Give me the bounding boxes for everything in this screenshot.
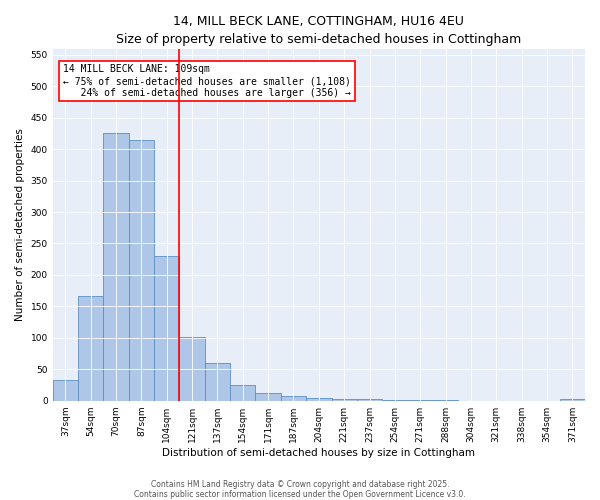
Bar — [281, 396, 306, 400]
Bar — [560, 399, 585, 400]
Title: 14, MILL BECK LANE, COTTINGHAM, HU16 4EU
Size of property relative to semi-detac: 14, MILL BECK LANE, COTTINGHAM, HU16 4EU… — [116, 15, 521, 46]
Text: 14 MILL BECK LANE: 109sqm
← 75% of semi-detached houses are smaller (1,108)
   2: 14 MILL BECK LANE: 109sqm ← 75% of semi-… — [64, 64, 351, 98]
Bar — [230, 385, 256, 400]
X-axis label: Distribution of semi-detached houses by size in Cottingham: Distribution of semi-detached houses by … — [163, 448, 475, 458]
Bar — [306, 398, 332, 400]
Bar — [103, 134, 129, 400]
Y-axis label: Number of semi-detached properties: Number of semi-detached properties — [15, 128, 25, 321]
Bar — [256, 392, 281, 400]
Bar — [154, 256, 179, 400]
Bar — [205, 363, 230, 401]
Bar — [53, 380, 78, 400]
Bar — [78, 296, 103, 401]
Bar — [179, 336, 205, 400]
Bar — [129, 140, 154, 400]
Text: Contains HM Land Registry data © Crown copyright and database right 2025.
Contai: Contains HM Land Registry data © Crown c… — [134, 480, 466, 499]
